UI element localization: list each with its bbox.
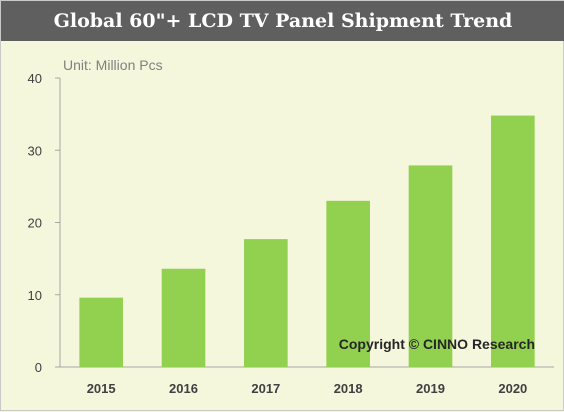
bar-2018	[326, 200, 370, 367]
bar-2019	[408, 165, 453, 367]
chart-title: Global 60"+ LCD TV Panel Shipment Trend	[1, 1, 564, 41]
x-tick-label: 2019	[416, 381, 445, 396]
x-tick-label: 2015	[87, 381, 116, 396]
copyright-text: Copyright © CINNO Research	[339, 336, 535, 352]
bar-2020	[491, 115, 535, 367]
bar-2017	[244, 239, 288, 367]
unit-label: Unit: Million Pcs	[63, 57, 163, 73]
x-tick-label: 2017	[251, 381, 280, 396]
bar-2015	[79, 297, 123, 367]
y-tick-label: 20	[28, 216, 42, 231]
x-tick-label: 2018	[334, 381, 363, 396]
y-tick-label: 0	[35, 360, 42, 375]
y-tick-label: 30	[28, 143, 42, 158]
y-tick-label: 40	[28, 71, 42, 86]
y-tick-label: 10	[28, 288, 42, 303]
x-tick-label: 2016	[169, 381, 198, 396]
bar-2016	[161, 268, 206, 367]
x-tick-label: 2020	[498, 381, 527, 396]
